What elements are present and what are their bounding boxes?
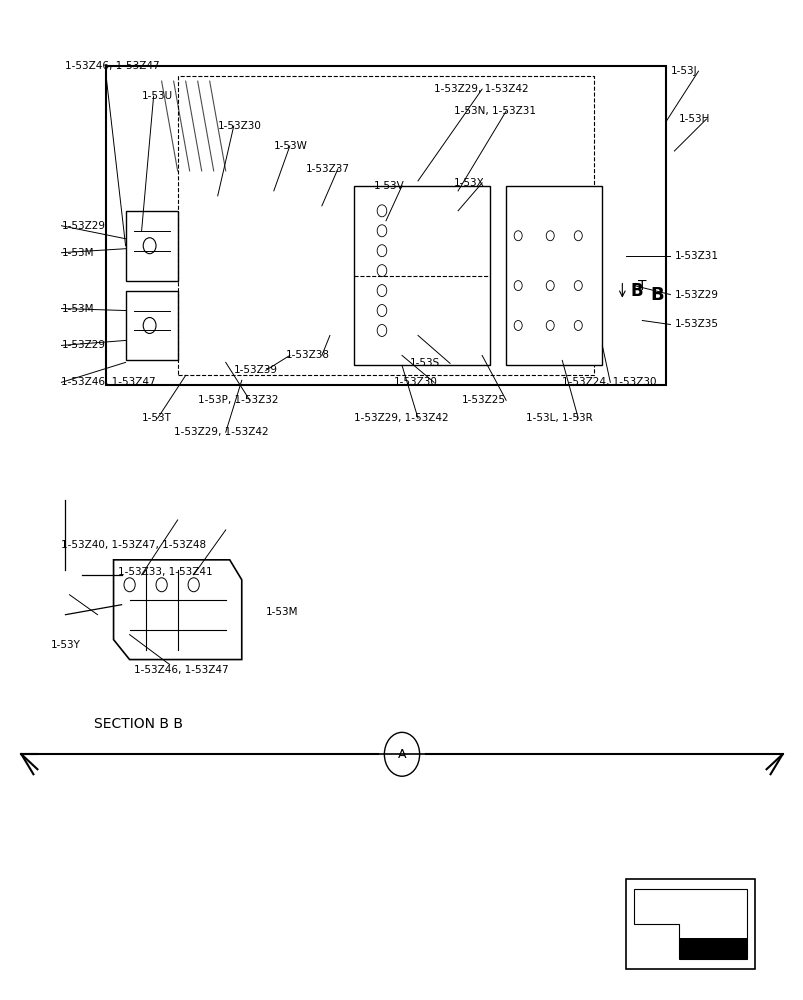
- Text: 1-53W: 1-53W: [274, 141, 308, 151]
- Text: 1-53Z29, 1-53Z42: 1-53Z29, 1-53Z42: [434, 84, 528, 94]
- Text: 1-53Z40, 1-53Z47, 1-53Z48: 1-53Z40, 1-53Z47, 1-53Z48: [61, 540, 206, 550]
- Text: 1-53Y: 1-53Y: [51, 640, 81, 650]
- Text: 1-53Z29: 1-53Z29: [61, 340, 105, 350]
- Text: T: T: [638, 279, 646, 293]
- Circle shape: [384, 732, 419, 776]
- Text: 1-53Z29, 1-53Z42: 1-53Z29, 1-53Z42: [353, 413, 448, 423]
- Bar: [626, 879, 753, 969]
- Text: A: A: [397, 748, 406, 761]
- Text: 1-53Z29: 1-53Z29: [61, 221, 105, 231]
- Text: 1-53Z30: 1-53Z30: [393, 377, 438, 387]
- Text: 1-53U: 1-53U: [141, 91, 173, 101]
- Text: 1-53M: 1-53M: [266, 607, 298, 617]
- Bar: [105, 66, 666, 385]
- Polygon shape: [679, 938, 746, 959]
- Text: 1-53M: 1-53M: [61, 248, 94, 258]
- Bar: [125, 291, 177, 360]
- Bar: [125, 211, 177, 281]
- Text: 1-53Z33, 1-53Z41: 1-53Z33, 1-53Z41: [117, 567, 212, 577]
- Text: 1-53N, 1-53Z31: 1-53N, 1-53Z31: [454, 106, 536, 116]
- Text: 1-53Z25: 1-53Z25: [462, 395, 505, 405]
- Text: 1-53Z46, 1-53Z47: 1-53Z46, 1-53Z47: [61, 377, 156, 387]
- Text: B: B: [630, 282, 642, 300]
- Text: 1-53Z46, 1-53Z47: 1-53Z46, 1-53Z47: [65, 61, 160, 71]
- Bar: [177, 76, 593, 375]
- Text: 1-53Z29, 1-53Z42: 1-53Z29, 1-53Z42: [173, 427, 268, 437]
- Text: 1-53Z24, 1-53Z30: 1-53Z24, 1-53Z30: [561, 377, 656, 387]
- Text: 1-53M: 1-53M: [61, 304, 94, 314]
- Text: 1-53S: 1-53S: [410, 358, 440, 368]
- Bar: [353, 186, 490, 365]
- Text: 1-53J: 1-53J: [670, 66, 696, 76]
- Text: 1-53Z38: 1-53Z38: [286, 350, 329, 360]
- Text: 1-53Z39: 1-53Z39: [234, 365, 277, 375]
- Bar: [506, 186, 601, 365]
- Text: 1-53Z46, 1-53Z47: 1-53Z46, 1-53Z47: [133, 665, 228, 675]
- Text: 1-53V: 1-53V: [373, 181, 404, 191]
- Text: 1-53X: 1-53X: [454, 178, 484, 188]
- Text: 1-53L, 1-53R: 1-53L, 1-53R: [525, 413, 592, 423]
- Text: SECTION B B: SECTION B B: [93, 717, 182, 731]
- Text: 1-53H: 1-53H: [678, 114, 709, 124]
- Text: 1-53P, 1-53Z32: 1-53P, 1-53Z32: [198, 395, 278, 405]
- Text: 1-53Z29: 1-53Z29: [674, 290, 718, 300]
- Text: 1-53T: 1-53T: [141, 413, 171, 423]
- Text: 1-53Z30: 1-53Z30: [218, 121, 261, 131]
- Text: B: B: [650, 286, 663, 304]
- Text: 1-53Z37: 1-53Z37: [305, 164, 349, 174]
- Text: 1-53Z35: 1-53Z35: [674, 319, 718, 329]
- Text: 1-53Z31: 1-53Z31: [674, 251, 718, 261]
